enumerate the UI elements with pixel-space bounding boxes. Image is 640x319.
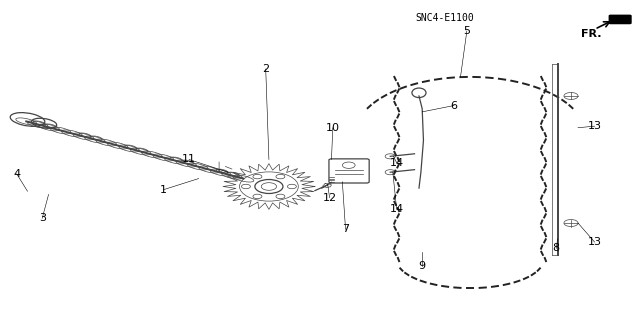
- Text: 3: 3: [38, 213, 45, 223]
- Text: 14: 14: [390, 158, 404, 168]
- Text: 5: 5: [463, 26, 470, 36]
- Text: 10: 10: [326, 123, 340, 133]
- Text: 12: 12: [323, 193, 337, 203]
- Text: 4: 4: [13, 169, 20, 179]
- Text: SNC4-E1100: SNC4-E1100: [415, 13, 474, 23]
- Text: 1: 1: [160, 185, 167, 195]
- Text: 7: 7: [342, 224, 349, 234]
- Text: 6: 6: [451, 100, 458, 110]
- Text: 2: 2: [262, 64, 269, 74]
- Text: 13: 13: [588, 237, 602, 247]
- Text: 13: 13: [588, 121, 602, 131]
- Text: 8: 8: [553, 243, 560, 253]
- Text: FR.: FR.: [580, 29, 601, 39]
- Text: 11: 11: [182, 154, 196, 165]
- Text: 9: 9: [419, 261, 426, 271]
- FancyBboxPatch shape: [609, 15, 631, 24]
- Text: 14: 14: [390, 204, 404, 214]
